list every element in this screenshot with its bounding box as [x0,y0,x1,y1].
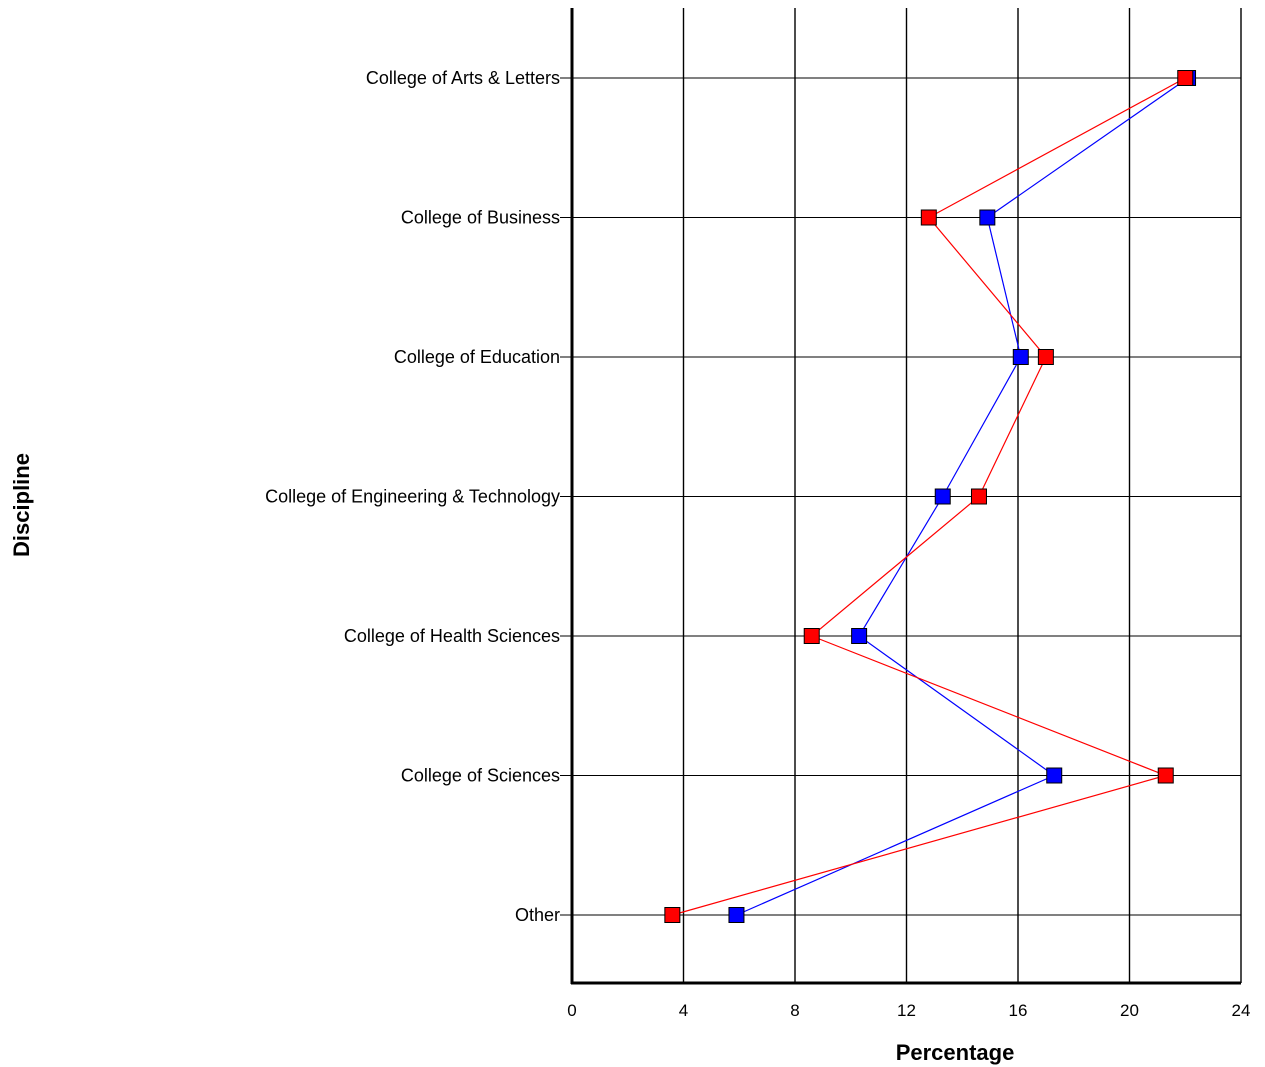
data-point [934,488,951,505]
x-tick-label: 20 [1120,1001,1139,1020]
data-point [1046,767,1063,784]
category-labels: College of Arts & Letters College of Busi… [265,68,560,925]
data-point [1037,349,1054,365]
data-point [1157,767,1174,784]
x-tick-label: 12 [897,1001,916,1020]
data-point [851,628,868,644]
category-label: Other [515,905,560,925]
category-label: College of Business [401,208,560,228]
series-1 [664,70,1194,923]
data-point [979,209,996,226]
data-point [1177,70,1194,86]
axes [570,8,1241,985]
data-point [728,907,745,923]
y-axis-title: Discipline [9,453,34,557]
x-tick-label: 24 [1232,1001,1251,1020]
category-label: College of Engineering & Technology [265,487,560,507]
tick-labels: 0 4 8 12 16 20 24 [567,1001,1250,1020]
x-axis-title: Percentage [896,1040,1015,1065]
data-point [664,907,681,923]
category-label: College of Health Sciences [344,626,560,646]
data-point [920,209,937,226]
category-label: College of Sciences [401,766,560,786]
data-point [1012,349,1029,365]
category-label: College of Education [394,347,560,367]
x-tick-label: 8 [790,1001,799,1020]
data-point [803,628,820,644]
x-tick-label: 4 [679,1001,688,1020]
data-point [970,488,987,505]
x-tick-label: 0 [567,1001,576,1020]
category-label: College of Arts & Letters [366,68,560,88]
grid [560,8,1242,983]
series-group [664,70,1197,923]
x-tick-label: 16 [1009,1001,1028,1020]
